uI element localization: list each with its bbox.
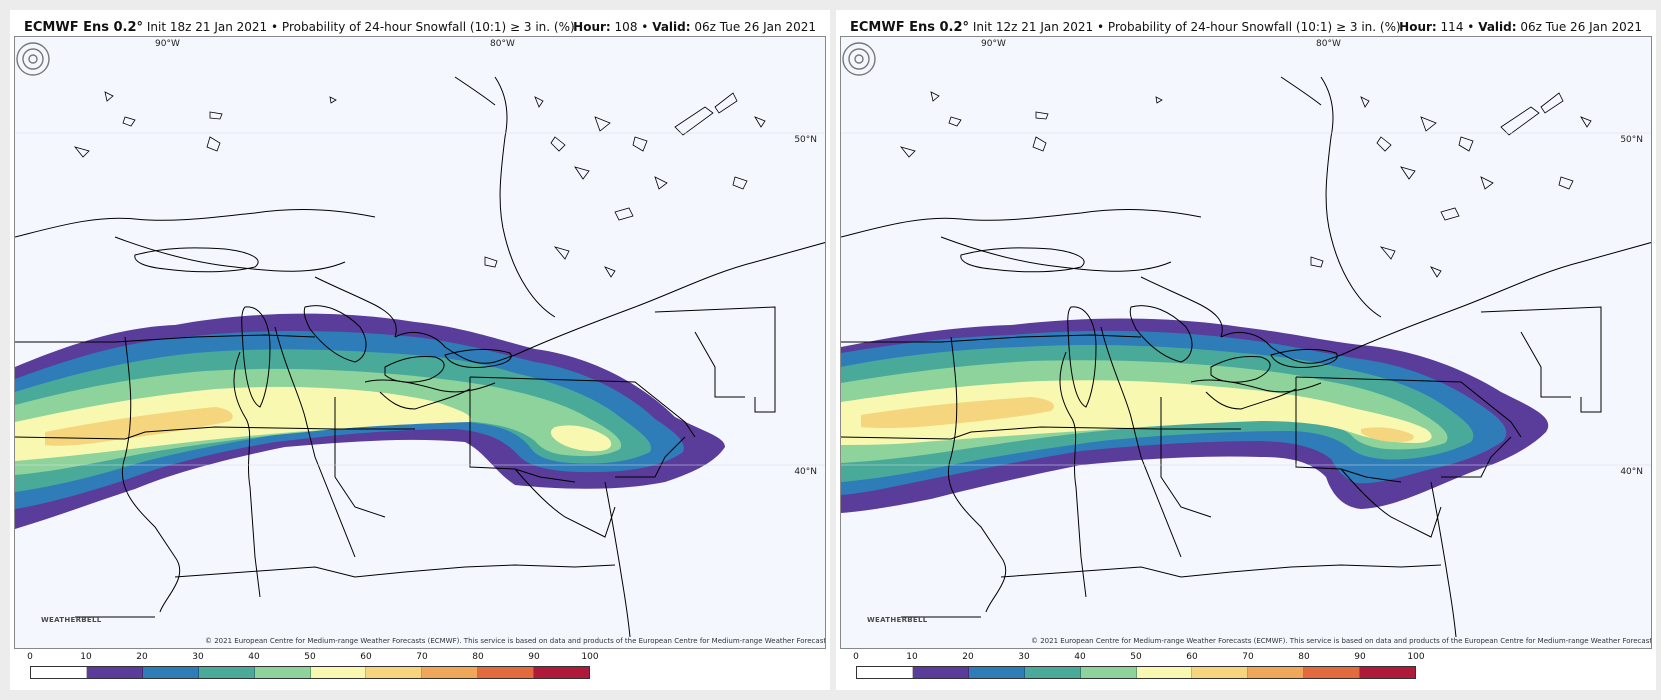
colorbar-tick: 60 <box>360 652 372 662</box>
probability-field <box>841 76 1651 638</box>
bullet: • <box>1097 20 1105 34</box>
weatherbell-logo-icon <box>16 42 50 76</box>
colorbar-swatch <box>198 667 255 678</box>
valid-label: Valid: <box>652 20 691 34</box>
hour-label: Hour: <box>1399 20 1437 34</box>
colorbar-tick: 30 <box>1018 652 1030 662</box>
colorbar-swatch <box>1248 667 1305 678</box>
bullet: • <box>641 20 649 34</box>
colorbar-tick: 40 <box>1074 652 1086 662</box>
colorbar-swatch <box>478 667 535 678</box>
colorbar-ticks: 0 10 20 30 40 50 60 70 80 90 100 <box>27 652 598 664</box>
colorbar-tick: 30 <box>192 652 204 662</box>
latitude-label: 50°N <box>1620 135 1643 145</box>
colorbar-tick: 100 <box>581 652 599 662</box>
product-name: Probability of 24-hour Snowfall (10:1) ≥… <box>1107 20 1401 34</box>
colorbar-swatch <box>968 667 1025 678</box>
latitude-label: 40°N <box>794 467 817 477</box>
colorbar-ticks: 0 10 20 30 40 50 60 70 80 90 100 <box>853 652 1424 664</box>
logo-text: WEATHERBELL <box>867 616 928 624</box>
colorbar-swatch <box>1080 667 1137 678</box>
panel-header: ECMWF Ens 0.2° Init 18z 21 Jan 2021 • Pr… <box>18 16 822 38</box>
band-50 <box>841 380 1432 445</box>
colorbar-swatch <box>422 667 479 678</box>
colorbar-swatches <box>856 666 1416 679</box>
bullet: • <box>271 20 279 34</box>
forecast-map: 90°W 80°W 50°N 40°N WEATHERBELL © 2021 E… <box>14 36 826 649</box>
colorbar-swatch <box>1136 667 1193 678</box>
band-60 <box>45 407 233 446</box>
comparison-view: ECMWF Ens 0.2° Init 18z 21 Jan 2021 • Pr… <box>10 10 1656 690</box>
panel-header: ECMWF Ens 0.2° Init 12z 21 Jan 2021 • Pr… <box>844 16 1648 38</box>
colorbar-tick: 70 <box>1242 652 1254 662</box>
colorbar-tick: 0 <box>27 652 33 662</box>
colorbar-tick: 70 <box>416 652 428 662</box>
forecast-map: 90°W 80°W 50°N 40°N WEATHERBELL © 2021 E… <box>840 36 1652 649</box>
colorbar-swatch <box>1192 667 1249 678</box>
longitude-label: 90°W <box>155 39 180 49</box>
colorbar-tick: 100 <box>1407 652 1425 662</box>
latitude-label: 40°N <box>1620 467 1643 477</box>
colorbar-swatch <box>534 667 590 678</box>
bullet: • <box>1467 20 1475 34</box>
colorbar-tick: 60 <box>1186 652 1198 662</box>
longitude-label: 90°W <box>981 39 1006 49</box>
init-time: Init 18z 21 Jan 2021 <box>146 20 268 34</box>
colorbar-swatch <box>1360 667 1416 678</box>
forecast-panel-left: ECMWF Ens 0.2° Init 18z 21 Jan 2021 • Pr… <box>10 10 830 690</box>
colorbar-swatches <box>30 666 590 679</box>
colorbar-tick: 20 <box>136 652 148 662</box>
band-50-east <box>550 425 612 452</box>
colorbar-tick: 50 <box>1130 652 1142 662</box>
logo-text: WEATHERBELL <box>41 616 102 624</box>
longitude-label: 80°W <box>490 39 515 49</box>
longitude-label: 80°W <box>1316 39 1341 49</box>
colorbar-tick: 10 <box>906 652 918 662</box>
copyright-credit: © 2021 European Centre for Medium-range … <box>1031 637 1652 645</box>
colorbar-swatch <box>86 667 143 678</box>
band-60 <box>861 397 1055 429</box>
weatherbell-logo-icon <box>842 42 876 76</box>
colorbar-swatch <box>1024 667 1081 678</box>
colorbar-tick: 90 <box>528 652 540 662</box>
model-name: ECMWF Ens 0.2° <box>24 20 144 35</box>
colorbar-tick: 50 <box>304 652 316 662</box>
colorbar-tick: 80 <box>1298 652 1310 662</box>
valid-time: 06z Tue 26 Jan 2021 <box>694 20 816 34</box>
copyright-credit: © 2021 European Centre for Medium-range … <box>205 637 826 645</box>
colorbar-swatch <box>366 667 423 678</box>
colorbar-swatch <box>857 667 913 678</box>
colorbar-swatch <box>254 667 311 678</box>
colorbar: 0 10 20 30 40 50 60 70 80 90 100 <box>27 652 610 688</box>
valid-time: 06z Tue 26 Jan 2021 <box>1520 20 1642 34</box>
latitude-label: 50°N <box>794 135 817 145</box>
colorbar: 0 10 20 30 40 50 60 70 80 90 100 <box>853 652 1436 688</box>
colorbar-swatch <box>912 667 969 678</box>
colorbar-swatch <box>310 667 367 678</box>
forecast-panel-right: ECMWF Ens 0.2° Init 12z 21 Jan 2021 • Pr… <box>836 10 1656 690</box>
model-name: ECMWF Ens 0.2° <box>850 20 970 35</box>
colorbar-tick: 80 <box>472 652 484 662</box>
product-name: Probability of 24-hour Snowfall (10:1) ≥… <box>281 20 575 34</box>
hour-label: Hour: <box>573 20 611 34</box>
colorbar-tick: 20 <box>962 652 974 662</box>
colorbar-tick: 10 <box>80 652 92 662</box>
band-50 <box>15 386 472 461</box>
colorbar-swatch <box>31 667 87 678</box>
probability-field <box>15 76 825 638</box>
init-time: Init 12z 21 Jan 2021 <box>972 20 1094 34</box>
colorbar-tick: 0 <box>853 652 859 662</box>
forecast-hour: 114 <box>1440 20 1464 34</box>
valid-label: Valid: <box>1478 20 1517 34</box>
colorbar-tick: 90 <box>1354 652 1366 662</box>
colorbar-tick: 40 <box>248 652 260 662</box>
colorbar-swatch <box>1304 667 1361 678</box>
band-60-east <box>1361 427 1414 442</box>
colorbar-swatch <box>142 667 199 678</box>
forecast-hour: 108 <box>614 20 638 34</box>
